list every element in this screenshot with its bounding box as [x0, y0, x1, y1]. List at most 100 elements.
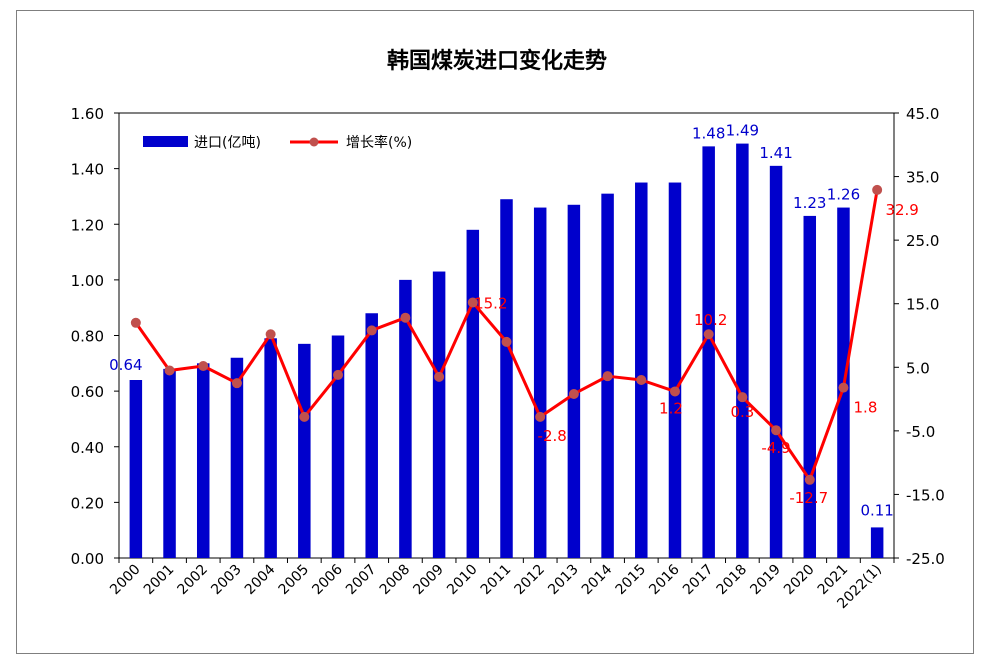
import-bar — [736, 143, 749, 558]
growth-data-label: 1.2 — [659, 399, 683, 417]
growth-rate-point — [804, 474, 815, 485]
growth-rate-point — [400, 312, 411, 323]
x-axis-tick-label: 2013 — [545, 562, 582, 599]
growth-rate-point — [265, 329, 276, 340]
import-bar — [230, 357, 244, 558]
left-axis-tick-label: 0.00 — [71, 550, 104, 568]
legend-line-marker — [309, 137, 319, 147]
legend: 进口(亿吨) 增长率(%) — [143, 134, 412, 151]
bar-data-label: 1.41 — [759, 144, 792, 162]
growth-rate-point — [434, 371, 445, 382]
left-axis-tick-label: 0.60 — [71, 383, 104, 401]
x-axis-tick-label: 2007 — [343, 562, 380, 599]
growth-rate-point — [838, 382, 849, 393]
bar-data-label: 1.49 — [726, 122, 759, 140]
growth-rate-point — [669, 386, 680, 397]
left-axis-tick-label: 0.80 — [71, 328, 104, 346]
growth-rate-point — [602, 371, 613, 382]
bar-data-label: 0.64 — [109, 356, 142, 374]
import-bar — [365, 313, 378, 558]
import-bar — [264, 338, 277, 558]
data-labels: 0.64 1.48 1.491.41 1.23 1.26 0.11 15.2 -2.8 1.2 1… — [109, 122, 919, 520]
x-axis-tick-label: 2011 — [478, 562, 515, 599]
growth-data-label: -12.7 — [789, 489, 828, 507]
import-bar — [533, 207, 547, 558]
import-bar — [331, 335, 345, 558]
right-axis-tick-label: 45.0 — [906, 105, 939, 123]
right-axis-tick-label: -15.0 — [906, 486, 945, 504]
x-axis-tick-label: 2018 — [714, 562, 751, 599]
bar-data-label: 1.48 — [692, 124, 725, 142]
legend-bar-label: 进口(亿吨) — [194, 135, 261, 151]
right-axis-tick-label: 5.0 — [906, 359, 930, 377]
x-axis-tick-label: 2000 — [107, 562, 144, 599]
growth-rate-point — [333, 369, 344, 380]
import-bar — [129, 380, 143, 558]
import-bar — [668, 182, 682, 558]
right-axis-tick-label: 35.0 — [906, 169, 939, 187]
import-bar — [769, 165, 783, 558]
x-axis-tick-label: 2014 — [579, 561, 616, 598]
bar-data-label: 1.26 — [827, 186, 860, 204]
growth-rate-point — [568, 388, 579, 399]
legend-line-label: 增长率(%) — [346, 134, 412, 151]
x-axis-tick-label: 2009 — [410, 562, 447, 599]
import-bar — [163, 368, 176, 558]
import-bar — [567, 204, 581, 558]
growth-line — [130, 184, 883, 485]
x-axis-tick-label: 2016 — [646, 561, 683, 598]
growth-rate-point — [198, 361, 209, 372]
import-bar — [466, 229, 480, 558]
right-axis-tick-label: -25.0 — [906, 550, 945, 568]
left-axis-tick-label: 1.20 — [71, 216, 104, 234]
growth-rate-point — [231, 378, 242, 389]
import-bar — [702, 146, 715, 558]
import-bar — [196, 363, 210, 558]
left-axis-tick-label: 1.00 — [71, 272, 104, 290]
growth-rate-point — [703, 329, 714, 340]
import-bar — [399, 279, 412, 558]
right-axis-tick-label: -5.0 — [906, 423, 935, 441]
x-axis-tick-label: 2001 — [141, 562, 178, 599]
growth-rate-point — [467, 297, 478, 308]
growth-rate-point — [535, 411, 546, 422]
left-axis-tick-label: 0.40 — [71, 439, 104, 457]
bars — [129, 143, 884, 558]
growth-data-label: 32.9 — [885, 201, 918, 219]
chart-title: 韩国煤炭进口变化走势 — [387, 48, 607, 74]
left-axis-tick-label: 1.40 — [71, 161, 104, 179]
import-bar — [870, 527, 884, 558]
import-bar — [500, 199, 513, 558]
growth-rate-point — [636, 375, 647, 385]
growth-rate-point — [771, 425, 782, 436]
growth-rate-point — [164, 365, 175, 376]
x-axis-tick-label: 2008 — [377, 562, 414, 599]
x-axis-tick-label: 2004 — [242, 561, 279, 598]
growth-data-label: -4.9 — [761, 439, 790, 457]
x-axis-tick-label: 2019 — [747, 562, 784, 599]
left-axis-tick-label: 1.60 — [71, 105, 104, 123]
x-axis-tick-label: 2010 — [444, 562, 481, 599]
x-axis-tick-label: 2012 — [512, 562, 549, 599]
growth-data-label: -2.8 — [538, 427, 567, 445]
growth-data-label: 10.2 — [694, 311, 727, 329]
import-bar — [298, 343, 311, 558]
right-axis-tick-label: 25.0 — [906, 232, 939, 250]
x-axis-tick-label: 2003 — [208, 562, 245, 599]
x-axis-tick-label: 2020 — [781, 562, 818, 599]
x-axis-tick-label: 2017 — [680, 562, 717, 599]
growth-rate-point — [737, 392, 748, 403]
import-bar — [432, 271, 446, 558]
growth-data-label: 15.2 — [474, 294, 507, 312]
x-axis-tick-label: 2005 — [276, 562, 313, 599]
bar-data-label: 0.11 — [860, 501, 893, 519]
legend-bar-swatch — [143, 136, 188, 147]
growth-rate-point — [130, 317, 141, 328]
x-axis-tick-label: 2015 — [613, 562, 650, 599]
right-axis-tick-label: 15.0 — [906, 296, 939, 314]
growth-rate-point — [501, 336, 512, 347]
x-axis-tick-label: 2002 — [175, 562, 212, 599]
left-axis-tick-label: 0.20 — [71, 494, 104, 512]
growth-data-label: 1.8 — [854, 399, 878, 417]
